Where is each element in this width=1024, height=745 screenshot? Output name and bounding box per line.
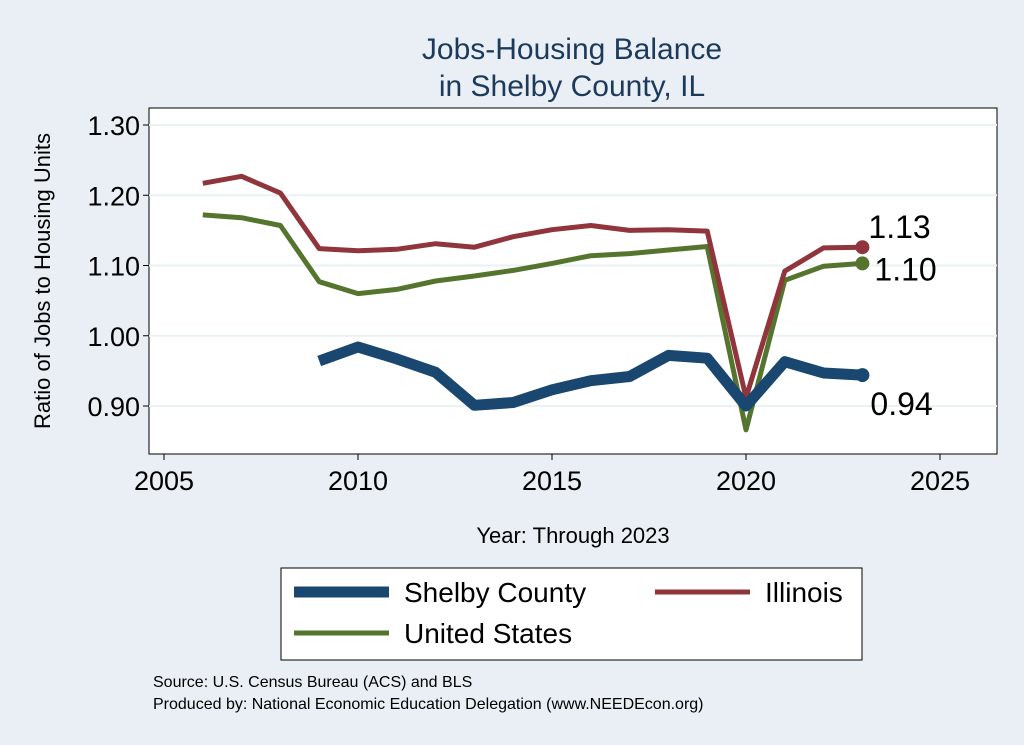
plot-area [148, 107, 998, 455]
x-tick-label-2: 2015 [522, 466, 582, 496]
end-label-illinois: 1.13 [868, 209, 930, 245]
source-line-2: Produced by: National Economic Education… [153, 696, 704, 713]
series-line-shelby-county [317, 341, 863, 412]
x-tick-label-1: 2010 [328, 466, 388, 496]
series-line-illinois [202, 173, 863, 401]
x-tick-label-3: 2020 [716, 466, 776, 496]
x-axis-ticks: 2005 2010 2015 2020 2025 [134, 454, 970, 496]
y-tick-label-4: 1.30 [87, 111, 140, 141]
x-tick-label-4: 2025 [910, 466, 970, 496]
series-end-labels: 1.10 1.13 0.94 [868, 209, 936, 422]
end-label-united-states: 1.10 [874, 251, 936, 287]
y-tick-label-3: 1.20 [87, 181, 140, 211]
end-label-shelby-county: 0.94 [870, 386, 932, 422]
legend-box [280, 567, 863, 661]
series-end-markers [855, 240, 870, 383]
chart-title-line-1: Jobs-Housing Balance [422, 33, 722, 66]
x-tick-label-0: 2005 [134, 466, 194, 496]
x-axis-title: Year: Through 2023 [476, 523, 669, 548]
y-axis-title: Ratio of Jobs to Housing Units [30, 133, 55, 429]
y-tick-label-2: 1.10 [87, 252, 140, 282]
legend-label-united-states: United States [404, 618, 572, 649]
legend-label-shelby-county: Shelby County [404, 577, 586, 608]
y-tick-label-0: 0.90 [87, 392, 140, 422]
legend-items: Shelby County Illinois United States [294, 577, 843, 649]
end-marker-illinois [855, 240, 870, 255]
series-lines [202, 173, 863, 433]
chart-title-line-2: in Shelby County, IL [439, 70, 705, 103]
y-axis-ticks: 0.90 1.00 1.10 1.20 1.30 [87, 111, 149, 422]
y-tick-label-1: 1.00 [87, 322, 140, 352]
end-marker-united-states [855, 256, 870, 271]
end-marker-shelby-county [855, 368, 870, 383]
legend-label-illinois: Illinois [765, 577, 843, 608]
source-line-1: Source: U.S. Census Bureau (ACS) and BLS [153, 674, 472, 691]
legend: Shelby County Illinois United States [280, 567, 863, 661]
